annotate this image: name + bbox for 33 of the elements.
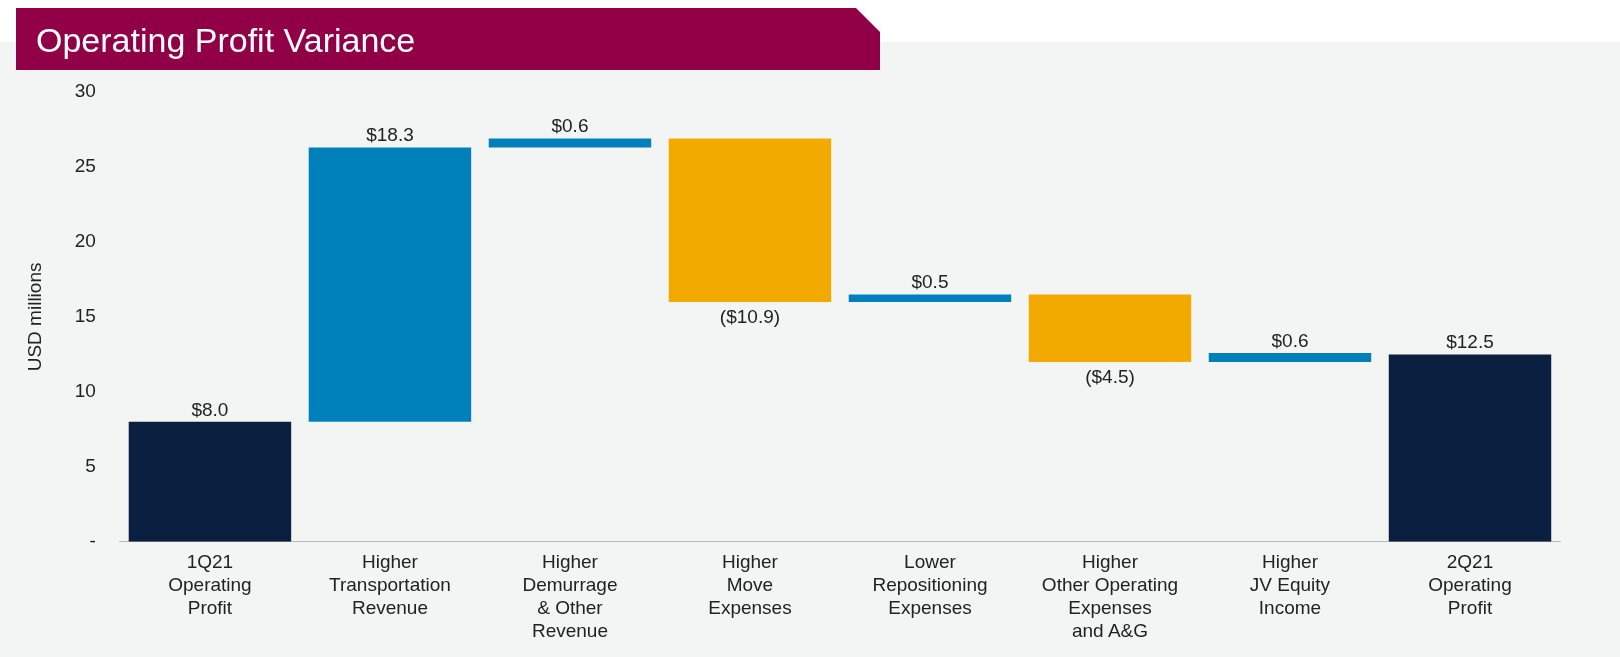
data-label: $12.5 <box>1446 331 1494 353</box>
x-tick-label: 2Q21 Operating Profit <box>1428 551 1512 619</box>
y-tick-label: 30 <box>74 80 96 102</box>
y-tick-label: 5 <box>85 455 96 477</box>
y-tick-label: 15 <box>74 305 96 327</box>
bar <box>1028 294 1192 362</box>
bar <box>848 294 1012 302</box>
y-axis-title: USD millions <box>23 262 45 372</box>
x-tick-label: Higher Demurrage & Other Revenue <box>522 551 618 641</box>
x-tick-label: Higher Move Expenses <box>708 551 792 619</box>
data-label: $0.5 <box>911 271 949 293</box>
bar <box>308 147 472 422</box>
data-label: ($10.9) <box>719 305 781 327</box>
x-tick-label: Higher JV Equity Income <box>1249 551 1331 619</box>
y-tick-label: 10 <box>74 380 96 402</box>
y-tick-label: 20 <box>74 230 96 252</box>
data-label: ($4.5) <box>1085 365 1135 387</box>
y-tick-label: - <box>89 530 96 552</box>
data-label: $0.6 <box>1271 329 1309 351</box>
data-label: $18.3 <box>366 124 414 146</box>
bar <box>128 421 292 542</box>
x-tick-label: Lower Repositioning Expenses <box>872 551 988 619</box>
x-tick-label: 1Q21 Operating Profit <box>168 551 252 619</box>
y-tick-label: 25 <box>74 155 96 177</box>
bar <box>1208 352 1372 362</box>
data-label: $0.6 <box>551 115 589 137</box>
chart-title: Operating Profit Variance <box>16 8 880 70</box>
x-tick-label: Higher Transportation Revenue <box>329 551 451 619</box>
x-tick-label: Higher Other Operating Expenses and A&G <box>1041 551 1179 641</box>
bar <box>668 138 832 302</box>
bar <box>488 138 652 148</box>
data-label: $8.0 <box>191 398 229 420</box>
bar <box>1388 354 1552 542</box>
